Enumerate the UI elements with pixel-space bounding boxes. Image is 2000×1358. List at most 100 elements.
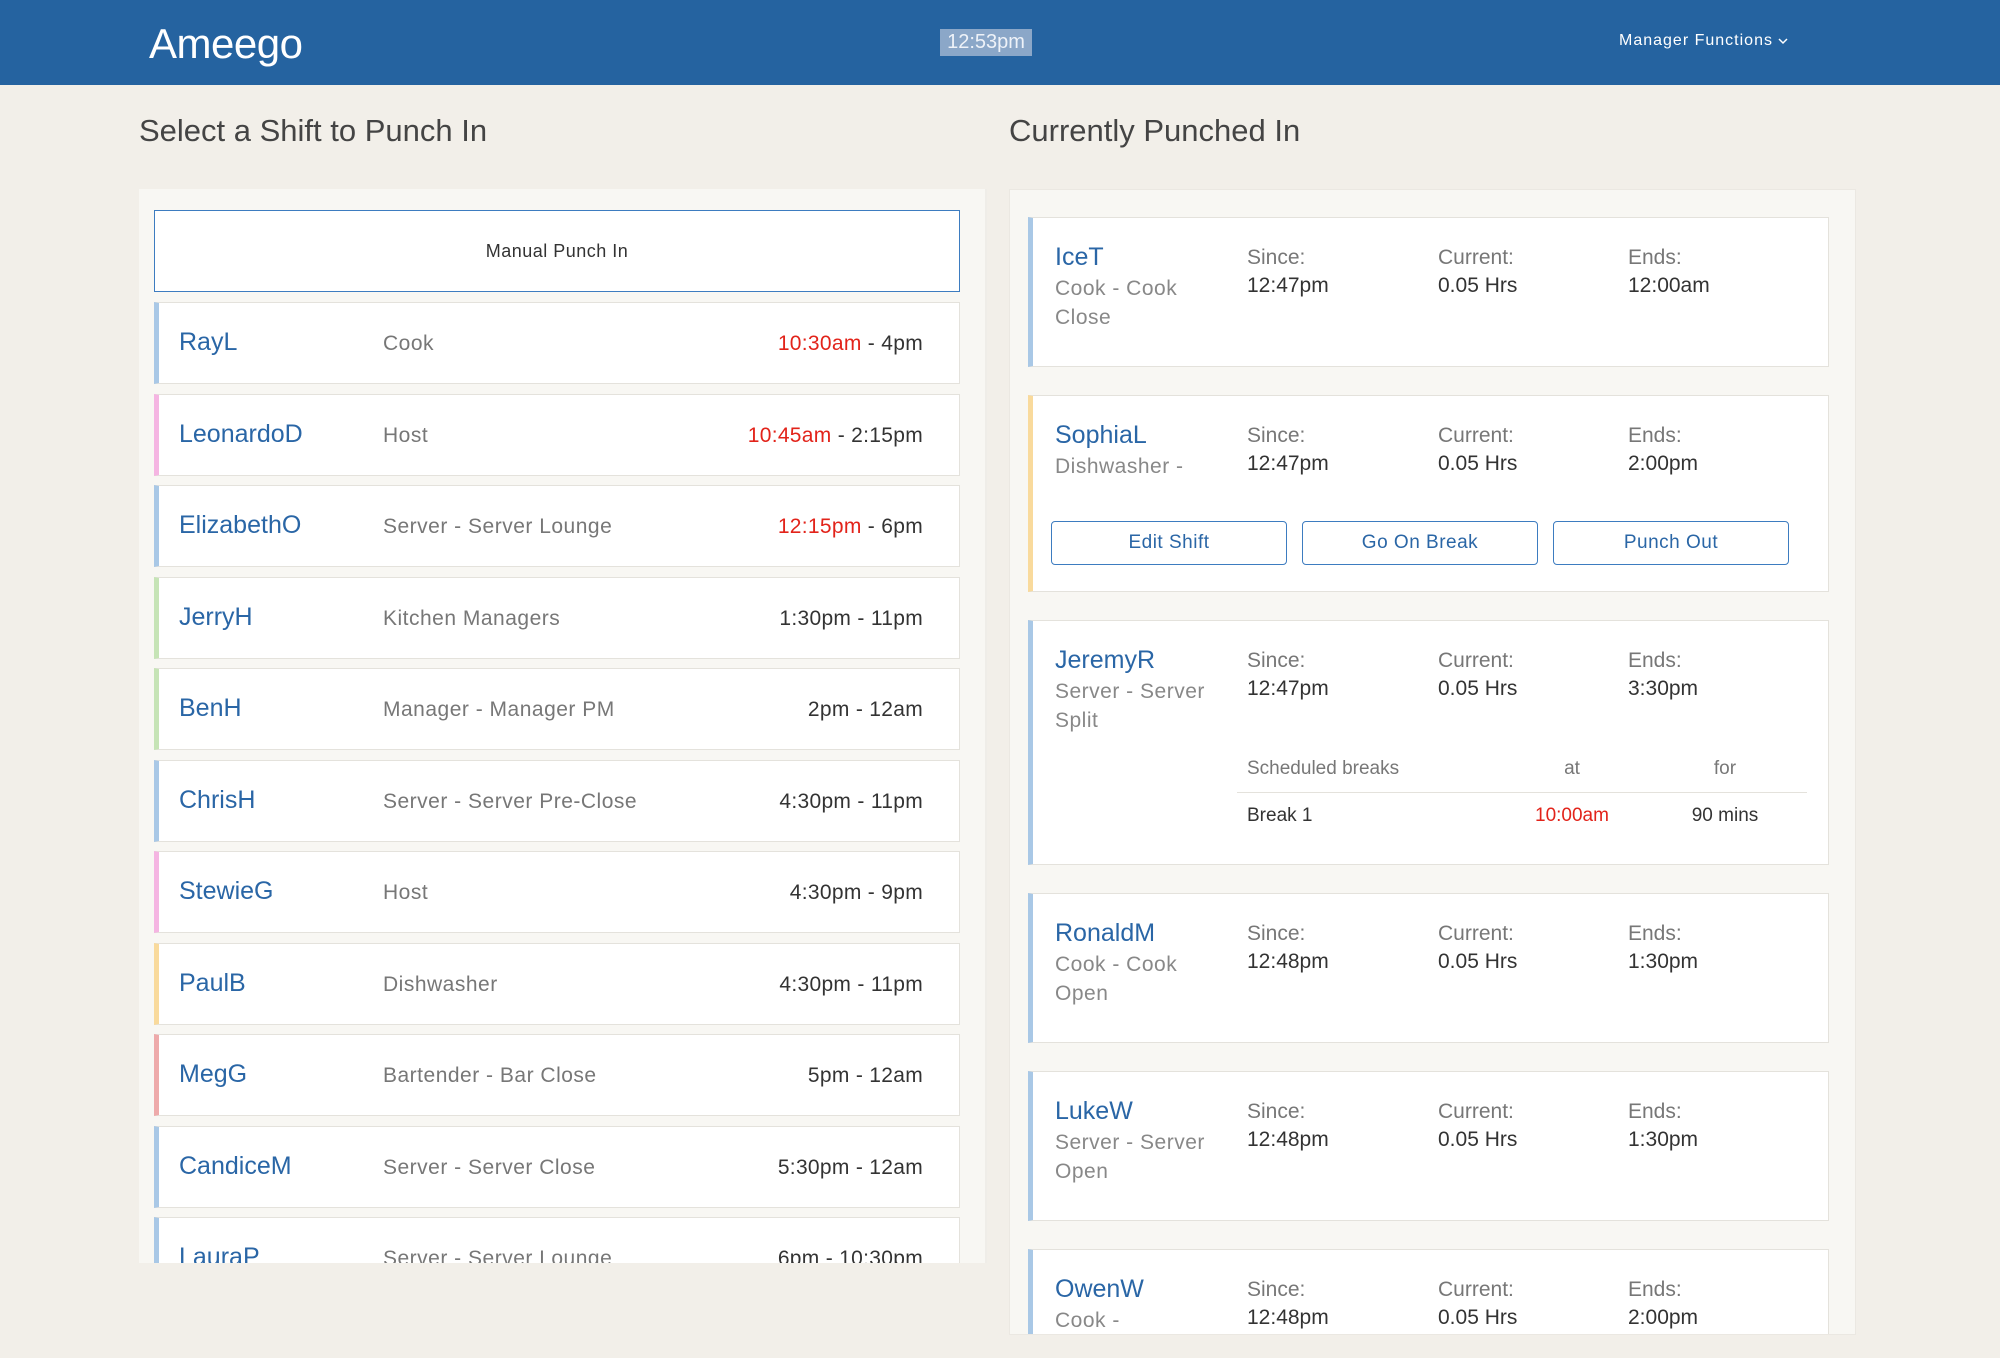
manual-punch-button[interactable]: Manual Punch In — [154, 210, 960, 292]
divider — [1237, 792, 1807, 793]
separator: - — [857, 789, 865, 813]
employee-name[interactable]: LukeW — [1055, 1097, 1133, 1125]
punched-card: OwenW Cook - Since: 12:48pm Current: 0.05 Hrs… — [1028, 1249, 1829, 1334]
current-label: Current: — [1438, 1100, 1514, 1123]
ends-label: Ends: — [1628, 424, 1682, 447]
employee-name: PaulB — [179, 968, 246, 997]
end-time: 6pm — [881, 515, 923, 538]
employee-name[interactable]: SophiaL — [1055, 421, 1147, 449]
since-value: 12:47pm — [1247, 452, 1329, 475]
shift-row[interactable]: ElizabethO Server - Server Lounge 12:15pm … — [154, 485, 960, 567]
shift-time: 6pm - 10:30pm — [778, 1247, 923, 1263]
shift-role: Cook - — [1055, 1309, 1120, 1332]
punched-card: LukeW Server - Server Open Since: 12:48pm Cu… — [1028, 1071, 1829, 1221]
shift-role: Host — [383, 423, 429, 447]
end-time: 12am — [869, 1064, 923, 1087]
end-time: 12am — [869, 1155, 923, 1179]
end-time: 11pm — [870, 789, 923, 813]
ends-label: Ends: — [1628, 649, 1682, 672]
since-value: 12:47pm — [1247, 274, 1329, 297]
section-title: Currently Punched In — [1009, 113, 1301, 148]
employee-name[interactable]: JeremyR — [1055, 646, 1156, 674]
current-value: 0.05 Hrs — [1438, 1306, 1518, 1329]
chevron — [1778, 38, 1788, 45]
employee-name[interactable]: RonaldM — [1055, 919, 1156, 947]
shift-row[interactable]: RayL Cook 10:30am - 4pm — [154, 302, 960, 384]
action-button[interactable]: Edit Shift — [1051, 521, 1287, 565]
shift-time: 1:30pm - 11pm — [779, 607, 923, 631]
shift-role: Server - Server Close — [383, 1155, 596, 1179]
start-time: 2pm — [807, 698, 850, 721]
shift-row[interactable]: ChrisH Server - Server Pre-Close 4:30pm - … — [154, 759, 960, 842]
shift-row[interactable]: BenH Manager - Manager PM 2pm - 12am — [154, 668, 960, 750]
start-time: 4:30pm — [789, 881, 862, 904]
shift-row[interactable]: CandiceM Server - Server Close 5:30pm - 12… — [154, 1125, 960, 1208]
shift-row[interactable]: PaulB Dishwasher 4:30pm - 11pm — [154, 942, 960, 1025]
employee-name: BenH — [179, 694, 242, 722]
separator: - — [857, 972, 865, 996]
shift-role: Server - Server Pre-Close — [383, 789, 638, 813]
current-value: 0.05 Hrs — [1438, 950, 1518, 973]
start-time: 10:30am — [777, 332, 862, 355]
header: Ameego 12:53pm Manager Functions — [0, 0, 2000, 85]
ends-value: 12:00am — [1628, 274, 1710, 297]
current-value: 0.05 Hrs — [1438, 452, 1518, 475]
employee-name[interactable]: IceT — [1055, 243, 1104, 271]
shift-role: Kitchen Managers — [383, 606, 561, 630]
current-value: 0.05 Hrs — [1438, 677, 1518, 700]
separator: - — [867, 881, 876, 904]
shift-role: Host — [383, 881, 429, 904]
shift-role: Server - Server Lounge — [383, 1247, 613, 1263]
shift-role: Dishwasher — [383, 972, 498, 996]
punched-list: IceT Cook - Cook Close Since: 12:47pm Curren… — [1009, 189, 1856, 1335]
separator: - — [825, 1247, 834, 1263]
ends-label: Ends: — [1628, 922, 1682, 945]
shift-row[interactable]: StewieG Host 4:30pm - 9pm — [154, 851, 960, 933]
separator: - — [857, 606, 865, 630]
ends-value: 2:00pm — [1628, 1306, 1699, 1329]
shift-role: Manager - Manager PM — [383, 698, 615, 721]
employee-name[interactable]: OwenW — [1055, 1275, 1144, 1303]
manager-menu[interactable]: Manager Functions — [1619, 32, 1788, 50]
shift-row[interactable]: MegG Bartender - Bar Close 5pm - 12am — [154, 1034, 960, 1116]
since-value: 12:48pm — [1247, 1128, 1329, 1151]
shift-time: 4:30pm - 11pm — [779, 973, 923, 997]
employee-name: LeonardoD — [179, 419, 303, 448]
start-time: 6pm — [777, 1247, 820, 1263]
shift-list: Manual Punch In RayL Cook 10:30am - 4pm Leo… — [139, 189, 987, 1263]
action-button[interactable]: Punch Out — [1553, 521, 1789, 565]
action-button[interactable]: Go On Break — [1302, 521, 1538, 565]
start-time: 5:30pm — [777, 1155, 850, 1179]
break-name: Break 1 — [1247, 805, 1313, 826]
employee-name: ChrisH — [179, 785, 256, 814]
start-time: 12:15pm — [777, 515, 862, 538]
current-label: Current: — [1438, 246, 1514, 269]
break-for: 90 mins — [1691, 805, 1759, 826]
punched-card: SophiaL Dishwasher - Since: 12:47pm Current:… — [1028, 395, 1829, 592]
shift-row[interactable]: LeonardoD Host 10:45am - 2:15pm — [154, 393, 960, 476]
ends-label: Ends: — [1628, 246, 1682, 269]
separator: - — [867, 332, 876, 355]
punched-card: JeremyR Server - Server Split Since: 12:47p… — [1028, 620, 1829, 865]
shift-role: Cook - Cook Open — [1055, 953, 1178, 1005]
shift-row[interactable]: JerryH Kitchen Managers 1:30pm - 11pm — [154, 576, 960, 659]
clock: 12:53pm — [940, 29, 1032, 56]
menu-label[interactable]: Manager Functions — [1619, 32, 1773, 49]
break-at: 10:00am — [1535, 805, 1609, 826]
shift-time: 4:30pm - 9pm — [790, 881, 923, 905]
ends-value: 2:00pm — [1628, 452, 1699, 475]
start-time: 1:30pm — [779, 606, 852, 630]
ends-value: 1:30pm — [1628, 950, 1699, 973]
ends-value: 1:30pm — [1628, 1128, 1699, 1151]
separator: - — [855, 698, 864, 721]
since-label: Since: — [1247, 1278, 1306, 1301]
start-time: 4:30pm — [779, 972, 852, 996]
shift-row[interactable]: LauraP Server - Server Lounge 6pm - 10:30p… — [154, 1217, 960, 1263]
logo[interactable]: Ameego — [149, 20, 303, 67]
shift-time: 4:30pm - 11pm — [779, 790, 923, 814]
start-time: 10:45am — [747, 423, 832, 447]
end-time: 11pm — [870, 972, 923, 996]
current-value: 0.05 Hrs — [1438, 1128, 1518, 1151]
shift-role: Cook - Cook Close — [1055, 277, 1178, 329]
section-title: Select a Shift to Punch In — [139, 113, 488, 148]
